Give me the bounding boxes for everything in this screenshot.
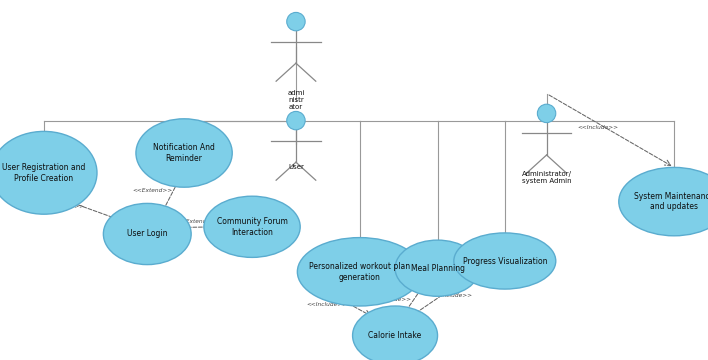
- Text: Calorie Intake: Calorie Intake: [368, 331, 422, 340]
- Text: Notification And
Reminder: Notification And Reminder: [153, 143, 215, 163]
- Ellipse shape: [0, 131, 97, 214]
- Text: User Login: User Login: [127, 230, 168, 239]
- Ellipse shape: [297, 238, 422, 306]
- Ellipse shape: [204, 196, 300, 257]
- Ellipse shape: [287, 111, 305, 130]
- Ellipse shape: [454, 233, 556, 289]
- Text: Personalized workout plan
generation: Personalized workout plan generation: [309, 262, 410, 282]
- Text: <<Extend>>: <<Extend>>: [132, 188, 172, 193]
- Text: <<Include>>: <<Include>>: [307, 302, 348, 307]
- Ellipse shape: [537, 104, 556, 123]
- Text: Meal Planning: Meal Planning: [411, 264, 464, 273]
- Ellipse shape: [395, 240, 480, 296]
- Text: <<Extend>>: <<Extend>>: [177, 219, 217, 224]
- Text: Administrator/
system Admin: Administrator/ system Admin: [522, 171, 571, 184]
- Text: User Registration and
Profile Creation: User Registration and Profile Creation: [2, 163, 86, 183]
- Ellipse shape: [103, 203, 191, 265]
- Ellipse shape: [136, 119, 232, 187]
- Text: User: User: [288, 164, 304, 170]
- Ellipse shape: [619, 167, 708, 236]
- Text: <<Include>>: <<Include>>: [370, 297, 411, 302]
- Ellipse shape: [353, 306, 438, 360]
- Text: <<Include>>: <<Include>>: [431, 293, 472, 298]
- Ellipse shape: [287, 12, 305, 31]
- Text: Progress Visualization: Progress Visualization: [462, 256, 547, 265]
- Text: System Maintenance
and updates: System Maintenance and updates: [634, 192, 708, 211]
- Text: <<Include>>: <<Include>>: [43, 204, 84, 210]
- Text: <<Include>>: <<Include>>: [578, 125, 619, 130]
- Text: admi
nistr
ator: admi nistr ator: [287, 90, 304, 110]
- Text: Community Forum
Interaction: Community Forum Interaction: [217, 217, 287, 237]
